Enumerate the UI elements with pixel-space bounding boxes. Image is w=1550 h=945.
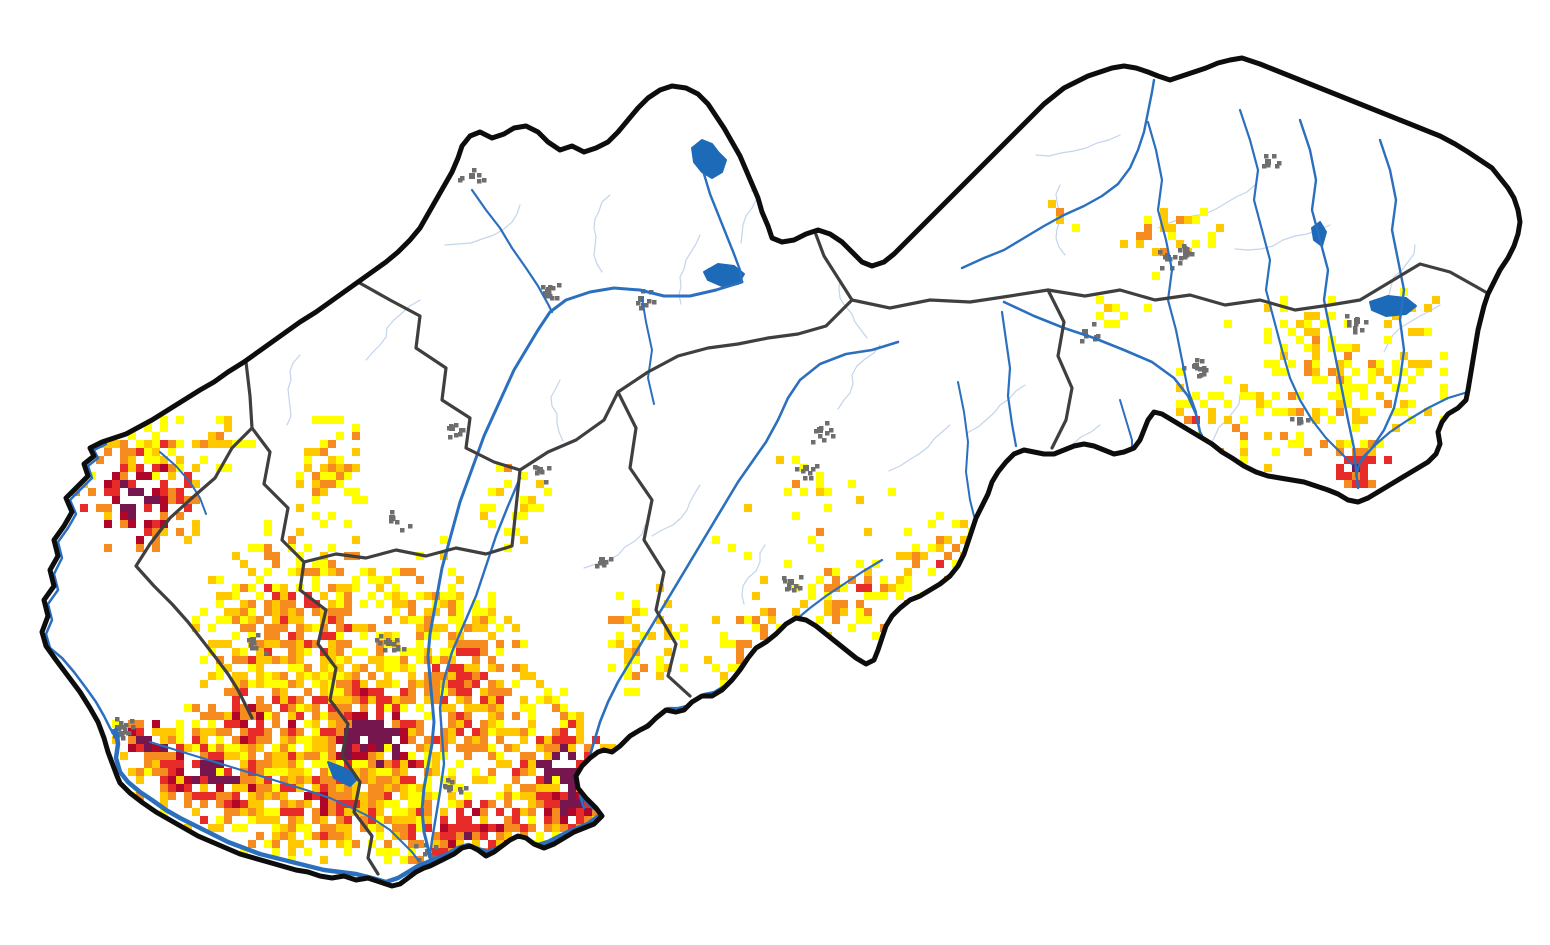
region-boundary-2	[244, 360, 328, 612]
river-poprad	[960, 78, 1156, 270]
river-torysa	[1146, 120, 1198, 414]
lake-kralova-reservoir	[327, 761, 359, 787]
river-myjava	[159, 451, 207, 515]
river-topla	[1238, 108, 1354, 466]
river-turiec	[641, 297, 655, 405]
region-boundary-11	[1046, 288, 1074, 450]
river-nitra	[428, 476, 522, 858]
river-bodva	[1119, 399, 1133, 453]
region-boundary-7	[616, 390, 692, 698]
river-slana	[1000, 310, 1018, 448]
region-boundary-6	[518, 298, 854, 472]
river-hornad	[1002, 300, 1208, 446]
country-border	[39, 55, 1523, 889]
river-vah	[420, 280, 744, 860]
region-boundary-9	[850, 288, 1050, 310]
region-boundary-1	[134, 426, 254, 720]
river-hron	[578, 340, 900, 810]
region-boundary-5	[302, 468, 522, 564]
river-kysuca	[470, 188, 554, 314]
river-orava	[702, 172, 744, 284]
river-uh	[1360, 390, 1470, 460]
river-morava	[44, 442, 120, 744]
lake-zemplinska-sirava	[1369, 295, 1417, 317]
river-maly-dunaj	[149, 741, 419, 861]
region-boundary-10	[1046, 262, 1498, 312]
lake-orava-reservoir	[691, 139, 727, 179]
region-boundary-3	[316, 608, 380, 876]
region-boundaries-layer	[134, 230, 1498, 876]
water-bodies-layer	[327, 139, 1417, 787]
river-rimava	[957, 381, 975, 517]
region-boundary-4	[356, 280, 522, 472]
region-boundary-8	[813, 230, 854, 302]
river-ondava	[1298, 118, 1360, 490]
